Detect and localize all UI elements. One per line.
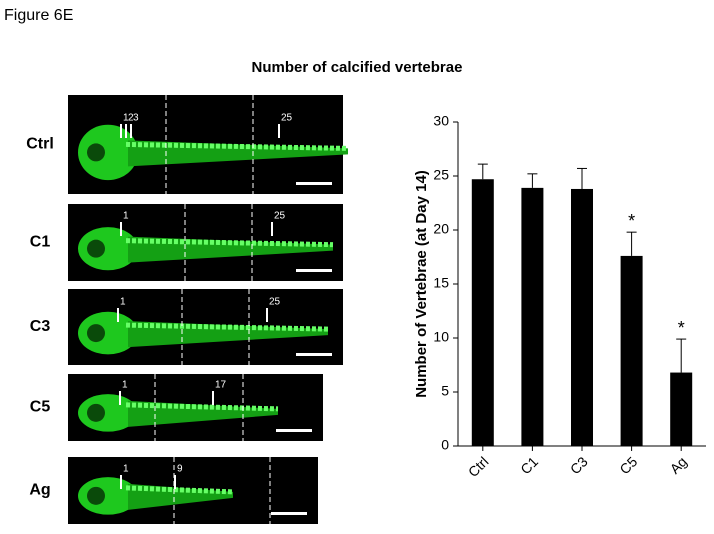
scale-bar: [276, 429, 312, 432]
bar: [521, 187, 544, 446]
panel-label: C5: [30, 399, 51, 416]
bar-chart: 0 5 10 15 20 25 30 Ctrl C1 C3 C5 * Ag *: [433, 113, 706, 480]
fish-head: [78, 124, 138, 181]
vertebra-number: 25: [281, 113, 293, 124]
vertebra-number: 9: [177, 464, 183, 475]
panel-label: Ag: [29, 482, 50, 499]
vertebra-number: 1: [123, 211, 129, 222]
x-tick-label: C3: [567, 453, 591, 477]
y-axis-label: Number of Vertebrae (at Day 14): [413, 170, 430, 398]
vertebra-number: 25: [274, 211, 286, 222]
bar: [670, 372, 693, 446]
vertebra-number: 1: [120, 297, 126, 308]
y-tick-label: 15: [433, 275, 449, 291]
y-tick-label: 20: [433, 221, 449, 237]
figure-label: Figure 6E: [4, 7, 73, 24]
vertebra-number: 1: [123, 113, 129, 124]
vertebra-number: 1: [123, 464, 129, 475]
bar: [620, 255, 643, 446]
vertebra-number: 25: [269, 297, 281, 308]
panel-label: C1: [30, 234, 51, 251]
fish-spine: [125, 141, 349, 151]
y-tick-label: 25: [433, 167, 449, 183]
vertebra-number: 17: [215, 380, 227, 391]
y-tick-label: 10: [433, 329, 449, 345]
scale-bar: [296, 353, 332, 356]
fish-spine: [125, 402, 279, 412]
significance-mark: *: [678, 318, 685, 338]
x-tick-label: C1: [517, 453, 541, 477]
fish-body: [128, 236, 333, 263]
scale-bar: [271, 512, 307, 515]
vertebra-number: 1: [122, 380, 128, 391]
y-tick-label: 0: [441, 437, 449, 453]
scale-bar: [296, 182, 332, 185]
x-tick-label: Ctrl: [465, 453, 492, 480]
bar: [571, 188, 593, 446]
bar: [471, 179, 494, 447]
significance-mark: *: [628, 211, 635, 231]
fish-head: [78, 394, 138, 432]
x-tick-label: C5: [616, 453, 640, 477]
fish-head: [78, 227, 138, 271]
vertebra-number: 2: [128, 113, 134, 124]
chart-title: Number of calcified vertebrae: [252, 59, 463, 76]
fish-eye: [87, 143, 105, 162]
y-tick-label: 30: [433, 113, 449, 129]
fish-eye: [87, 324, 105, 343]
panel-label: Ctrl: [26, 136, 54, 153]
vertebra-number: 3: [133, 113, 139, 124]
fish-head: [78, 477, 138, 515]
panel-label: C3: [30, 318, 51, 335]
y-tick-label: 5: [441, 383, 449, 399]
fish-eye: [87, 486, 105, 505]
fish-spine: [125, 322, 329, 332]
fish-eye: [87, 403, 105, 422]
fish-eye: [87, 239, 105, 258]
x-tick-label: Ag: [667, 453, 690, 476]
scale-bar: [296, 269, 332, 272]
fish-spine: [125, 238, 334, 248]
fish-head: [78, 311, 138, 355]
